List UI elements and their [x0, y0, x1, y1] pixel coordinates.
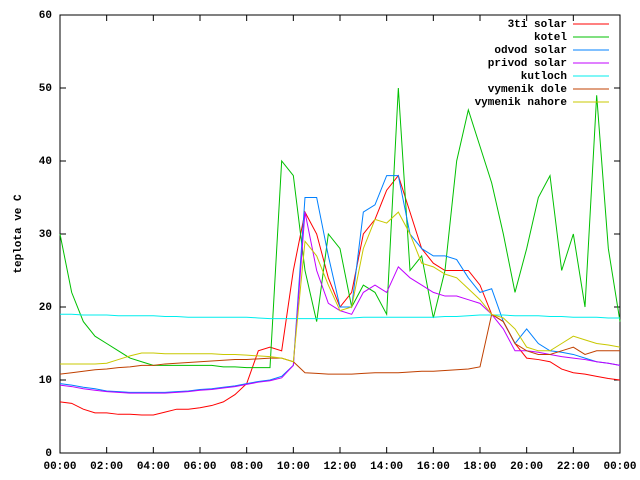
x-tick-label: 14:00	[370, 461, 403, 473]
series-line	[60, 211, 621, 365]
legend-label: kotel	[534, 32, 567, 44]
x-tick-label: 22:00	[557, 461, 590, 473]
x-tick-label: 00:00	[43, 461, 76, 473]
x-tick-label: 04:00	[137, 461, 170, 473]
legend-label: kutloch	[521, 71, 567, 83]
series-line	[59, 174, 621, 416]
y-tick-label: 30	[39, 229, 52, 241]
x-tick-label: 10:00	[277, 461, 310, 473]
y-axis-label: teplota ve C	[13, 194, 25, 274]
x-tick-label: 08:00	[230, 461, 263, 473]
y-tick-label: 60	[39, 10, 52, 22]
x-tick-label: 16:00	[417, 461, 450, 473]
series-line	[59, 175, 621, 393]
legend-label: vymenik nahore	[475, 97, 568, 109]
y-tick-label: 0	[45, 448, 52, 460]
x-tick-label: 06:00	[183, 461, 216, 473]
legend-label: odvod solar	[494, 45, 567, 57]
legend-label: 3ti solar	[508, 19, 567, 31]
x-tick-label: 02:00	[90, 461, 123, 473]
y-tick-label: 40	[39, 156, 52, 168]
x-tick-label: 20:00	[510, 461, 543, 473]
series-line	[60, 313, 620, 320]
legend-label: vymenik dole	[488, 84, 568, 96]
x-tick-label: 12:00	[323, 461, 356, 473]
x-tick-label: 18:00	[463, 461, 496, 473]
x-tick-label: 00:00	[603, 461, 636, 473]
legend-label: privod solar	[488, 58, 567, 70]
y-tick-label: 50	[39, 83, 52, 95]
series-line	[59, 87, 621, 369]
y-tick-label: 20	[39, 302, 52, 314]
y-tick-label: 10	[39, 375, 52, 387]
series-line	[59, 212, 621, 394]
series-line	[59, 313, 620, 375]
